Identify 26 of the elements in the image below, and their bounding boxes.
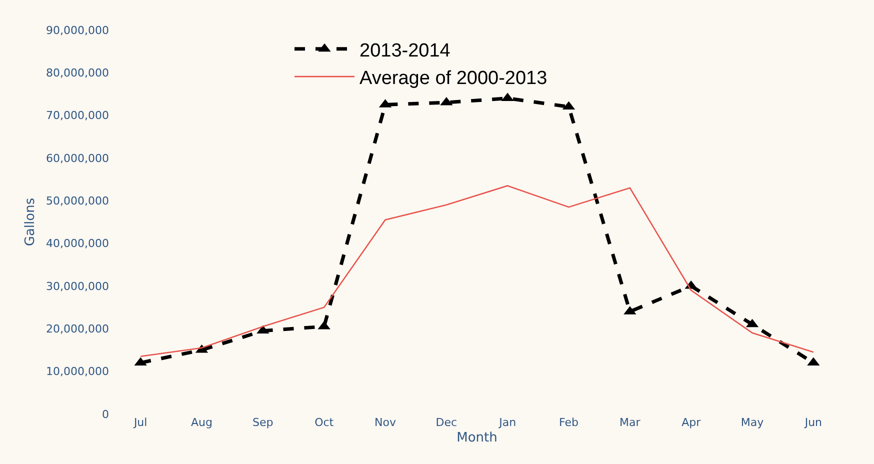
- legend-label: 2013-2014: [360, 40, 451, 62]
- x-tick-label: Nov: [374, 416, 396, 429]
- x-tick-label: May: [740, 416, 764, 429]
- x-tick-label: Apr: [682, 416, 702, 429]
- x-tick-label: Jun: [804, 416, 822, 429]
- x-tick-label: Aug: [191, 416, 212, 429]
- x-tick-label: Mar: [620, 416, 641, 429]
- x-tick-label: Feb: [559, 416, 578, 429]
- y-tick-label: 30,000,000: [46, 280, 109, 293]
- y-tick-label: 10,000,000: [46, 365, 109, 378]
- y-tick-label: 60,000,000: [46, 152, 109, 165]
- x-tick-label: Jan: [498, 416, 516, 429]
- y-tick-label: 50,000,000: [46, 194, 109, 208]
- y-tick-label: 90,000,000: [46, 24, 109, 37]
- x-tick-label: Jul: [132, 416, 148, 429]
- y-tick-label: 70,000,000: [46, 109, 109, 122]
- y-tick-label: 20,000,000: [46, 322, 109, 336]
- legend-label: Average of 2000-2013: [360, 68, 548, 89]
- x-tick-label: Oct: [314, 416, 334, 429]
- x-axis-title: Month: [456, 430, 498, 446]
- x-tick-label: Dec: [436, 416, 458, 429]
- y-tick-label: 40,000,000: [46, 237, 109, 250]
- y-tick-label: 0: [102, 408, 109, 421]
- y-axis-title: Gallons: [22, 198, 38, 246]
- y-tick-label: 80,000,000: [46, 66, 109, 80]
- x-tick-label: Sep: [252, 416, 274, 429]
